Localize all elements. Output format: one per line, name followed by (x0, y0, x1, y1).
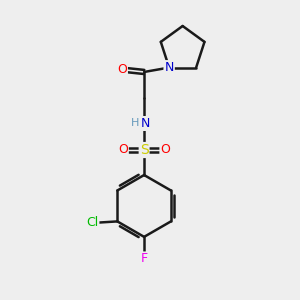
Text: S: S (140, 143, 148, 157)
Text: N: N (141, 117, 150, 130)
Text: O: O (118, 143, 128, 157)
Text: H: H (130, 118, 139, 128)
Text: F: F (140, 252, 148, 266)
Text: N: N (164, 61, 174, 74)
Text: O: O (117, 63, 127, 76)
Text: O: O (160, 143, 170, 157)
Text: Cl: Cl (86, 216, 98, 230)
